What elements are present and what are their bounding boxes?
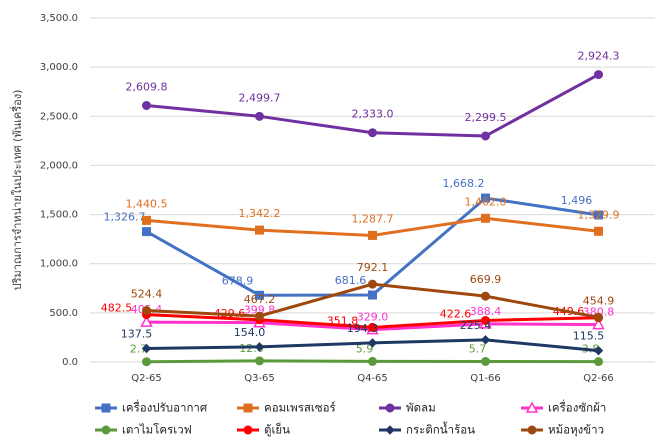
marker — [593, 345, 604, 356]
marker — [255, 290, 264, 300]
marker — [141, 343, 152, 354]
data-label: 137.5 — [121, 327, 153, 340]
marker — [481, 213, 490, 223]
legend-marker — [243, 425, 253, 435]
y-tick-label: 3,000.0 — [40, 62, 78, 73]
marker — [481, 356, 490, 366]
data-label: 1,462.0 — [465, 195, 507, 208]
legend-label: เครื่องปรับอากาศ — [122, 400, 208, 415]
y-tick-label: 2,500.0 — [40, 111, 78, 122]
marker — [142, 357, 151, 367]
marker — [367, 338, 378, 348]
marker — [255, 111, 264, 121]
y-tick-label: 500.0 — [49, 308, 78, 319]
data-label: 115.5 — [573, 330, 605, 343]
marker — [480, 335, 491, 345]
legend-label: ตู้เย็น — [264, 422, 290, 437]
legend-marker — [101, 425, 111, 435]
x-tick-label: Q2-66 — [583, 373, 614, 384]
legend-label: หม้อหุงข้าว — [548, 423, 604, 437]
marker — [368, 279, 377, 289]
data-label: 388.4 — [470, 305, 502, 318]
data-label: 2,924.3 — [578, 50, 620, 63]
marker — [368, 230, 377, 240]
data-label: 2.7 — [130, 343, 148, 356]
x-tick-label: Q1-66 — [470, 373, 501, 384]
data-label: 5.9 — [356, 342, 374, 355]
marker — [368, 128, 377, 138]
data-label: 5.7 — [469, 342, 487, 355]
marker — [594, 312, 603, 322]
marker — [481, 193, 490, 203]
x-tick-label: Q4-65 — [357, 373, 388, 384]
data-label: 678.9 — [222, 274, 254, 287]
marker — [142, 305, 151, 315]
data-label: 1,329.9 — [578, 208, 620, 221]
data-label: 1,440.5 — [126, 197, 168, 210]
y-tick-label: 0.0 — [62, 357, 78, 368]
y-tick-label: 2,000.0 — [40, 160, 78, 171]
legend-label: คอมเพรสเซอร์ — [264, 401, 336, 415]
legend-label: เตาไมโครเวฟ — [122, 423, 192, 437]
legend-marker — [385, 403, 395, 413]
marker — [255, 311, 264, 321]
x-tick-label: Q3-65 — [244, 373, 275, 384]
data-label: 422.6 — [440, 307, 472, 320]
marker — [481, 291, 490, 301]
marker — [142, 100, 151, 110]
x-tick-label: Q2-65 — [131, 373, 162, 384]
marker — [594, 210, 603, 220]
y-axis-label: ปริมาณการจำหน่ายในประเทศ (พันเครื่อง) — [9, 90, 24, 291]
marker — [594, 226, 603, 236]
marker — [255, 225, 264, 235]
y-tick-label: 3,500.0 — [40, 13, 78, 24]
marker — [594, 357, 603, 367]
data-label: 669.9 — [470, 273, 502, 286]
y-tick-label: 1,500.0 — [40, 210, 78, 221]
data-label: 2,299.5 — [465, 111, 507, 124]
data-label: 2,499.7 — [239, 91, 281, 104]
data-label: 1,287.7 — [352, 212, 394, 225]
marker — [255, 356, 264, 366]
data-label: 1,668.2 — [443, 177, 485, 190]
data-label: 454.9 — [583, 294, 615, 307]
series-line — [146, 73, 600, 138]
marker — [368, 322, 377, 332]
legend-label: กระติกน้ำร้อน — [406, 422, 475, 437]
data-label: 467.2 — [244, 293, 276, 306]
data-label: 792.1 — [357, 261, 389, 274]
legend-marker — [101, 403, 111, 413]
marker — [142, 227, 151, 237]
data-label: 154.0 — [234, 326, 266, 339]
marker — [481, 131, 490, 141]
legend-label: เครื่องซักผ้า — [548, 400, 606, 415]
data-label: 524.4 — [131, 287, 163, 300]
data-label: 329.0 — [357, 311, 389, 324]
marker — [142, 215, 151, 225]
marker — [254, 342, 265, 352]
marker — [594, 70, 603, 80]
data-label: 194.3 — [347, 322, 379, 335]
data-label: 2,333.0 — [352, 108, 394, 121]
data-label: 351.8 — [327, 314, 359, 327]
legend-marker — [527, 425, 537, 435]
legend-label: พัดลม — [406, 401, 436, 415]
marker — [368, 356, 377, 366]
legend-marker — [385, 425, 395, 435]
data-label: 1,326.7 — [104, 211, 146, 224]
data-label: 2,609.8 — [126, 80, 168, 93]
marker — [592, 318, 605, 330]
y-tick-label: 1,000.0 — [40, 259, 78, 270]
marker — [140, 315, 153, 327]
legend-marker — [525, 401, 539, 413]
legend-marker — [243, 403, 253, 413]
marker — [368, 290, 377, 300]
data-label: 681.6 — [335, 274, 367, 287]
data-label: 225.4 — [460, 319, 492, 332]
data-label: 1,342.2 — [239, 207, 281, 220]
data-label: 482.5 — [101, 302, 133, 315]
marker — [481, 315, 490, 325]
data-label: 1,496 — [561, 194, 593, 207]
